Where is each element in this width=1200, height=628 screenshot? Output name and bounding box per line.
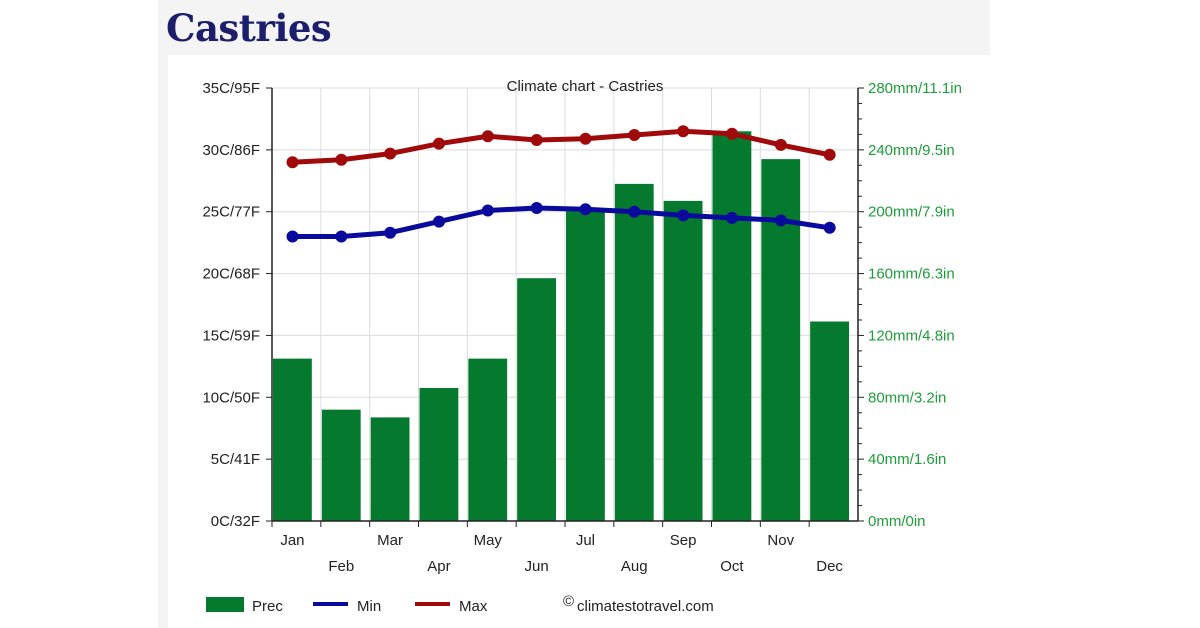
point-min-dec xyxy=(823,221,836,234)
legend-prec-label: Prec xyxy=(252,598,283,615)
chart-title: Climate chart - Castries xyxy=(507,78,664,95)
right-axis-label: 80mm/3.2in xyxy=(868,389,946,406)
right-axis-label: 0mm/0in xyxy=(868,513,926,530)
line-max xyxy=(292,128,831,165)
bar-prec-mar xyxy=(370,417,410,521)
point-max-oct xyxy=(726,127,739,140)
left-axis-label: 25C/77F xyxy=(202,204,260,221)
left-axis-label: 20C/68F xyxy=(202,266,260,283)
x-axis-label: Jan xyxy=(280,532,304,549)
right-axis-label: 40mm/1.6in xyxy=(868,451,946,468)
bar-prec-feb xyxy=(321,409,361,521)
right-axis-label: 200mm/7.9in xyxy=(868,204,955,221)
point-min-sep xyxy=(677,209,690,222)
x-axis-label: Oct xyxy=(720,558,744,575)
right-axis-label: 120mm/4.8in xyxy=(868,327,955,344)
point-min-mar xyxy=(384,226,397,239)
x-axis-label: Apr xyxy=(427,558,450,575)
point-min-jun xyxy=(530,202,543,215)
point-min-nov xyxy=(774,214,787,227)
x-axis-label: Dec xyxy=(816,558,843,575)
left-axis-label: 35C/95F xyxy=(202,80,260,97)
bar-prec-dec xyxy=(810,321,849,521)
legend-prec-swatch xyxy=(206,597,244,612)
bar-prec-jan xyxy=(273,358,312,521)
bar-prec-sep xyxy=(663,200,703,521)
point-max-feb xyxy=(335,153,348,166)
left-axis-label: 5C/41F xyxy=(211,451,260,468)
x-axis-label: Nov xyxy=(767,532,794,549)
x-axis-label: May xyxy=(474,532,503,549)
copyright-symbol: © xyxy=(563,593,574,610)
point-max-may xyxy=(481,130,494,143)
x-axis-label: Jul xyxy=(576,532,595,549)
point-max-apr xyxy=(433,137,446,150)
point-max-nov xyxy=(774,138,787,151)
right-axis-label: 240mm/9.5in xyxy=(868,142,955,159)
point-max-sep xyxy=(677,125,690,138)
bar-prec-oct xyxy=(712,131,752,522)
point-max-dec xyxy=(823,148,836,161)
legend-min-label: Min xyxy=(357,598,381,615)
left-axis-label: 30C/86F xyxy=(202,142,260,159)
x-axis-label: Feb xyxy=(328,558,354,575)
point-min-may xyxy=(481,204,494,217)
bar-prec-jul xyxy=(566,208,605,521)
bar-prec-nov xyxy=(761,159,801,521)
point-min-jan xyxy=(286,230,299,243)
right-axis-label: 160mm/6.3in xyxy=(868,266,955,283)
bar-prec-jun xyxy=(517,278,556,521)
left-axis-label: 15C/59F xyxy=(202,327,260,344)
point-max-aug xyxy=(628,129,641,142)
left-axis-label: 10C/50F xyxy=(202,389,260,406)
point-min-apr xyxy=(433,215,446,228)
x-axis-label: Sep xyxy=(670,532,697,549)
point-min-aug xyxy=(628,205,641,218)
point-max-mar xyxy=(384,147,397,160)
point-max-jul xyxy=(579,132,592,145)
point-min-oct xyxy=(726,211,739,224)
line-min xyxy=(292,205,831,239)
page-heading: Castries xyxy=(166,6,332,50)
bar-prec-may xyxy=(468,358,508,521)
x-axis-label: Jun xyxy=(524,558,548,575)
right-axis-label: 280mm/11.1in xyxy=(868,80,962,97)
chart-credit: climatestotravel.com xyxy=(577,598,714,615)
point-max-jun xyxy=(530,133,543,146)
bar-prec-apr xyxy=(419,388,459,521)
x-axis-label: Mar xyxy=(377,532,403,549)
point-max-jan xyxy=(286,156,299,169)
x-axis-label: Aug xyxy=(621,558,648,575)
left-axis-label: 0C/32F xyxy=(211,513,260,530)
point-min-feb xyxy=(335,230,348,243)
legend-max-label: Max xyxy=(459,598,488,615)
point-min-jul xyxy=(579,203,592,216)
bar-prec-aug xyxy=(614,183,654,521)
